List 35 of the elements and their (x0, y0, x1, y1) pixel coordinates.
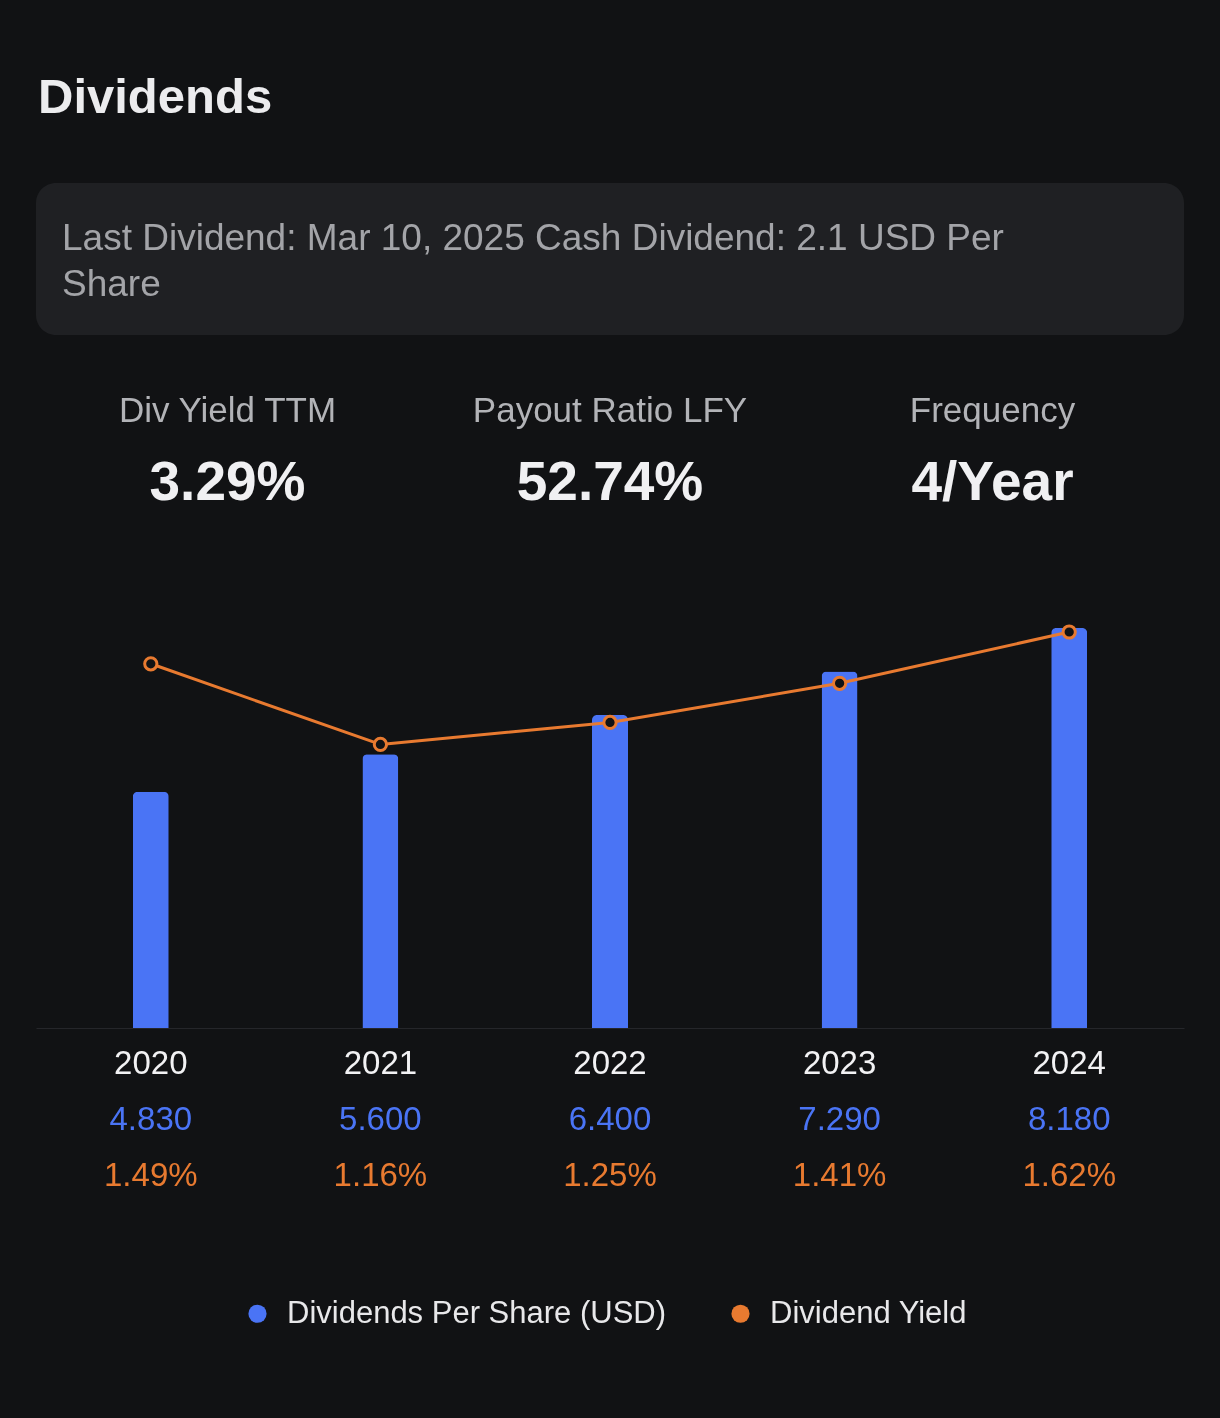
point (372, 736, 389, 753)
bar (821, 671, 858, 1028)
point (602, 714, 618, 731)
point (143, 656, 159, 672)
data-label: 6.400 (568, 1100, 652, 1137)
text: 4/Year (911, 450, 1074, 512)
legend-label: Dividends Per Share (USD) (287, 1294, 667, 1330)
text: Last Dividend: Mar 10, 2025 Cash Dividend: 2.1 USD Per Share (62, 217, 1004, 304)
data-label: 1.16% (333, 1156, 428, 1193)
point (831, 675, 848, 691)
x-tick-label: 2021 (343, 1043, 418, 1081)
x-tick-label: 2023 (802, 1043, 877, 1081)
data-label: 4.830 (109, 1100, 193, 1137)
text: Payout Ratio LFY (472, 390, 748, 429)
point (1061, 624, 1077, 640)
data-label: 5.600 (339, 1100, 422, 1137)
text: 52.74% (516, 450, 704, 512)
bar (1051, 628, 1088, 1028)
data-label: 1.25% (563, 1156, 657, 1193)
bar (592, 715, 628, 1028)
bar (132, 791, 169, 1028)
text: 3.29% (149, 450, 306, 512)
legend-label: Dividend Yield (770, 1294, 967, 1330)
chart-title: Dividends (38, 69, 273, 123)
data-label: 7.290 (798, 1100, 881, 1137)
x-tick-label: 2022 (573, 1043, 647, 1081)
data-label: 1.41% (792, 1156, 887, 1193)
text: Frequency (909, 390, 1076, 429)
x-tick-label: 2024 (1032, 1043, 1106, 1081)
x-tick-label: 2020 (114, 1043, 188, 1081)
bar (362, 754, 399, 1028)
data-label: 8.180 (1027, 1100, 1111, 1137)
data-label: 1.49% (104, 1156, 198, 1193)
text: Div Yield TTM (118, 390, 337, 429)
data-label: 1.62% (1022, 1156, 1116, 1193)
